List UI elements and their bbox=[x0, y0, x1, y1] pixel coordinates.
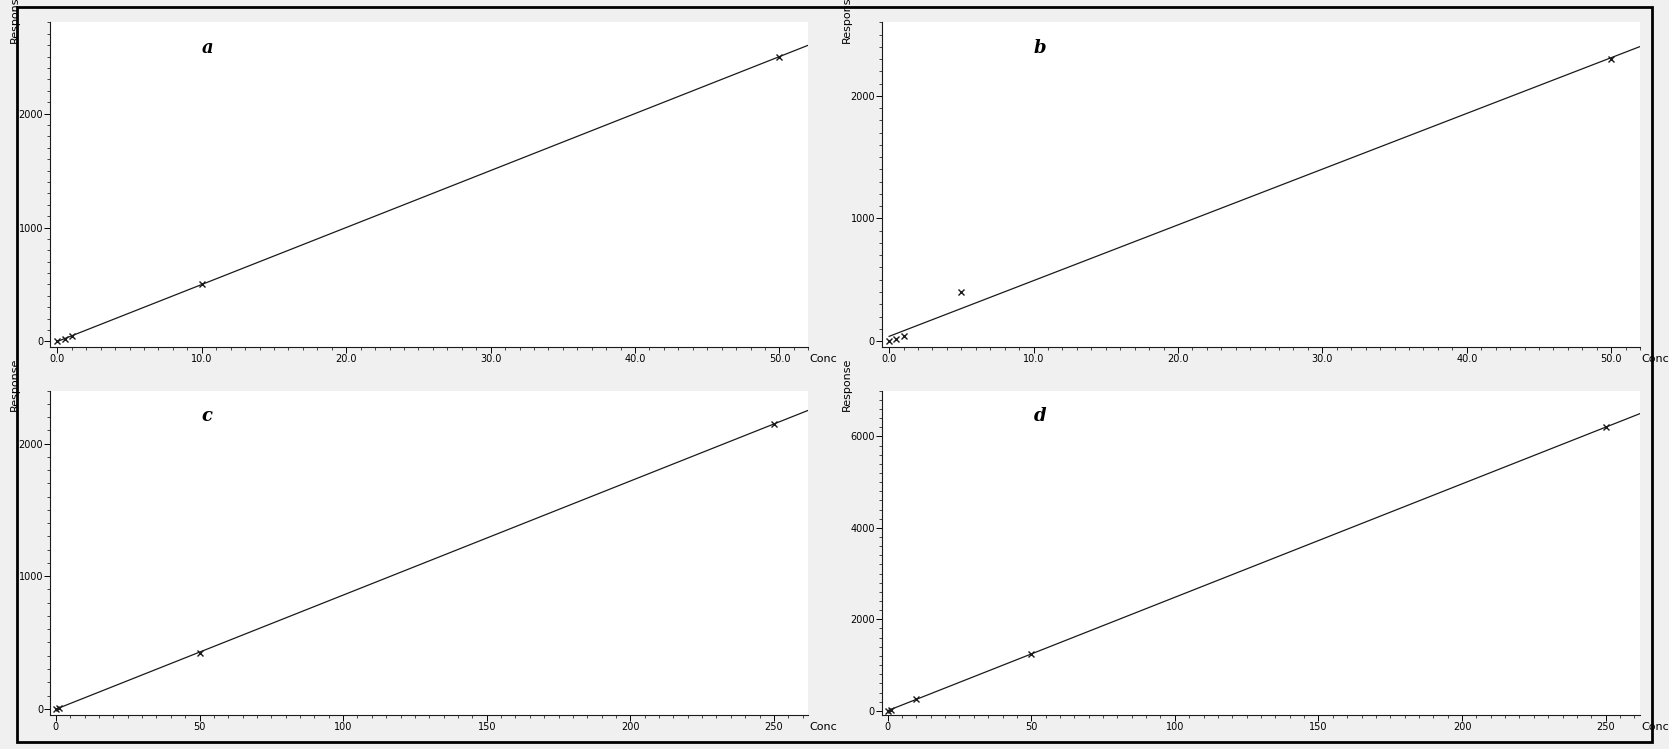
Y-axis label: Response: Response bbox=[841, 0, 851, 43]
Text: a: a bbox=[202, 39, 214, 57]
X-axis label: Conc: Conc bbox=[1641, 354, 1669, 363]
Text: d: d bbox=[1033, 407, 1046, 425]
Y-axis label: Response: Response bbox=[841, 357, 851, 411]
Y-axis label: Response: Response bbox=[10, 0, 20, 43]
Text: c: c bbox=[202, 407, 214, 425]
X-axis label: Conc: Conc bbox=[809, 722, 838, 732]
X-axis label: Conc: Conc bbox=[1641, 722, 1669, 732]
X-axis label: Conc: Conc bbox=[809, 354, 838, 363]
Text: b: b bbox=[1033, 39, 1046, 57]
Y-axis label: Response: Response bbox=[10, 357, 20, 411]
